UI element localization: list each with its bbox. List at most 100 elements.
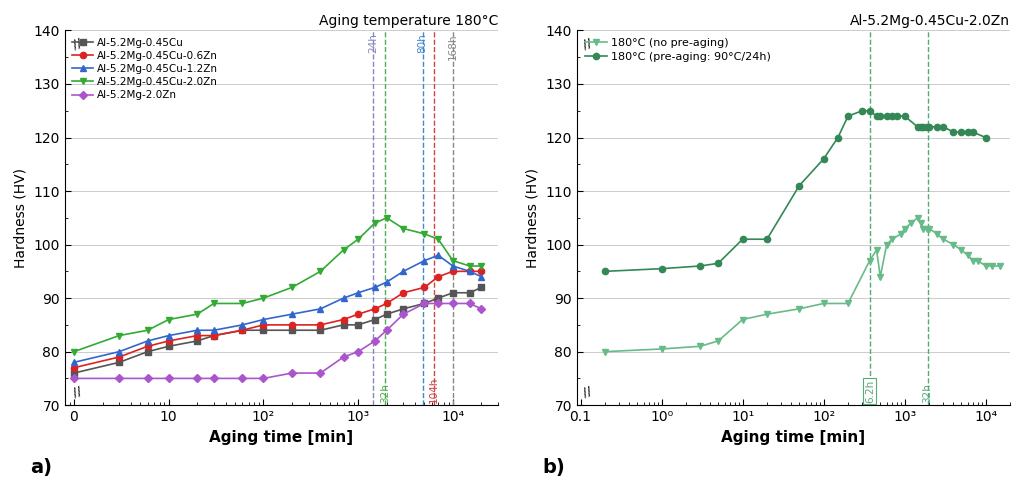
180°C (no pre-aging) [842,300,854,306]
Al-5.2Mg-2.0Zn [337,354,349,360]
180°C (no pre-aging) [886,236,898,242]
Text: //: // [582,384,594,400]
Al-5.2Mg-2.0Zn [68,376,80,382]
Al-5.2Mg-0.45Cu-0.6Zn [113,354,125,360]
Al-5.2Mg-2.0Zn [464,300,476,306]
Al-5.2Mg-0.45Cu-1.2Zn [191,327,204,333]
180°C (no pre-aging) [923,225,935,231]
180°C (no pre-aging) [905,220,918,226]
Al-5.2Mg-0.45Cu-0.6Zn [337,317,349,323]
180°C (pre-aging: 90°C/24h): (100, 116): 90°C/24h): (100, 116) [817,156,829,162]
180°C (pre-aging: 90°C/24h): (0.2, 95): 90°C/24h): (0.2, 95) [599,269,611,274]
Al-5.2Mg-0.45Cu [141,349,154,355]
Al-5.2Mg-0.45Cu [464,290,476,296]
Text: 168h: 168h [449,33,459,59]
Al-5.2Mg-2.0Zn [397,311,410,317]
Al-5.2Mg-0.45Cu-1.2Zn [113,349,125,355]
Al-5.2Mg-0.45Cu-1.2Zn [237,322,249,328]
Line: Al-5.2Mg-0.45Cu: Al-5.2Mg-0.45Cu [71,284,484,376]
180°C (pre-aging: 90°C/24h): (370, 125): 90°C/24h): (370, 125) [863,108,876,114]
Text: 104h: 104h [428,376,438,403]
180°C (no pre-aging) [736,317,749,323]
Al-5.2Mg-0.45Cu-2.0Zn [381,215,393,221]
180°C (pre-aging: 90°C/24h): (500, 124): 90°C/24h): (500, 124) [874,113,887,119]
180°C (no pre-aging) [911,215,924,221]
Al-5.2Mg-0.45Cu-1.2Zn [68,359,80,365]
Al-5.2Mg-0.45Cu-2.0Zn [286,284,298,290]
180°C (pre-aging: 90°C/24h): (800, 124): 90°C/24h): (800, 124) [891,113,903,119]
180°C (no pre-aging) [937,236,949,242]
Al-5.2Mg-0.45Cu-0.6Zn [352,311,365,317]
180°C (no pre-aging) [895,231,907,237]
Al-5.2Mg-2.0Zn [141,376,154,382]
180°C (pre-aging: 90°C/24h): (5, 96.5): 90°C/24h): (5, 96.5) [712,260,724,266]
Al-5.2Mg-2.0Zn [432,300,444,306]
180°C (no pre-aging) [817,300,829,306]
Al-5.2Mg-2.0Zn [475,306,487,312]
Al-5.2Mg-0.45Cu-2.0Zn [475,263,487,269]
180°C (pre-aging: 90°C/24h): (3, 96): 90°C/24h): (3, 96) [694,263,707,269]
Al-5.2Mg-0.45Cu-1.2Zn [163,332,175,338]
Text: 80h: 80h [418,33,428,53]
180°C (pre-aging: 90°C/24h): (450, 124): 90°C/24h): (450, 124) [870,113,883,119]
180°C (pre-aging: 90°C/24h): (2e+03, 122): 90°C/24h): (2e+03, 122) [923,124,935,130]
Al-5.2Mg-2.0Zn [208,376,220,382]
180°C (no pre-aging) [931,231,943,237]
180°C (pre-aging: 90°C/24h): (300, 125): 90°C/24h): (300, 125) [856,108,868,114]
Al-5.2Mg-0.45Cu-0.6Zn [237,327,249,333]
Al-5.2Mg-0.45Cu-1.2Zn [369,284,381,290]
Al-5.2Mg-0.45Cu [418,300,430,306]
Al-5.2Mg-0.45Cu-0.6Zn [446,269,459,274]
180°C (pre-aging: 90°C/24h): (1e+03, 124): 90°C/24h): (1e+03, 124) [898,113,910,119]
Al-5.2Mg-0.45Cu-0.6Zn [397,290,410,296]
180°C (pre-aging: 90°C/24h): (2.5e+03, 122): 90°C/24h): (2.5e+03, 122) [931,124,943,130]
Line: 180°C (no pre-aging): 180°C (no pre-aging) [602,215,1004,355]
180°C (pre-aging: 90°C/24h): (5e+03, 121): 90°C/24h): (5e+03, 121) [955,129,968,135]
Al-5.2Mg-2.0Zn [163,376,175,382]
Al-5.2Mg-0.45Cu-2.0Zn [314,269,327,274]
Al-5.2Mg-0.45Cu-0.6Zn [208,332,220,338]
Line: Al-5.2Mg-0.45Cu-0.6Zn: Al-5.2Mg-0.45Cu-0.6Zn [71,268,484,371]
Al-5.2Mg-0.45Cu-1.2Zn [141,338,154,344]
Al-5.2Mg-0.45Cu-2.0Zn [68,349,80,355]
Al-5.2Mg-0.45Cu-1.2Zn [314,306,327,312]
Text: //: // [582,36,594,51]
Al-5.2Mg-0.45Cu [369,317,381,323]
180°C (pre-aging: 90°C/24h): (600, 124): 90°C/24h): (600, 124) [881,113,893,119]
180°C (pre-aging: 90°C/24h): (10, 101): 90°C/24h): (10, 101) [736,236,749,242]
Y-axis label: Hardness (HV): Hardness (HV) [526,168,540,268]
180°C (no pre-aging) [922,225,934,231]
Text: Aging temperature 180°C: Aging temperature 180°C [318,14,498,28]
180°C (no pre-aging) [994,263,1007,269]
180°C (no pre-aging) [898,225,910,231]
180°C (no pre-aging) [972,258,984,264]
Legend: 180°C (no pre-aging), 180°C (pre-aging: 90°C/24h): 180°C (no pre-aging), 180°C (pre-aging: … [583,36,773,64]
Al-5.2Mg-2.0Zn [381,327,393,333]
180°C (pre-aging: 90°C/24h): (50, 111): 90°C/24h): (50, 111) [794,183,806,189]
180°C (pre-aging: 90°C/24h): (4e+03, 121): 90°C/24h): (4e+03, 121) [947,129,959,135]
180°C (no pre-aging) [881,242,893,247]
Al-5.2Mg-2.0Zn [237,376,249,382]
Text: 6.2h: 6.2h [865,379,874,403]
180°C (no pre-aging) [947,242,959,247]
Line: Al-5.2Mg-2.0Zn: Al-5.2Mg-2.0Zn [71,300,484,382]
Al-5.2Mg-0.45Cu [68,370,80,376]
Al-5.2Mg-0.45Cu [475,284,487,290]
180°C (pre-aging: 90°C/24h): (1.7e+03, 122): 90°C/24h): (1.7e+03, 122) [918,124,930,130]
Al-5.2Mg-0.45Cu-2.0Zn [464,263,476,269]
Al-5.2Mg-0.45Cu-0.6Zn [163,338,175,344]
180°C (no pre-aging) [980,263,992,269]
180°C (pre-aging: 90°C/24h): (7e+03, 121): 90°C/24h): (7e+03, 121) [967,129,979,135]
Al-5.2Mg-0.45Cu [397,306,410,312]
180°C (pre-aging: 90°C/24h): (6e+03, 121): 90°C/24h): (6e+03, 121) [962,129,974,135]
Al-5.2Mg-0.45Cu-1.2Zn [418,258,430,264]
180°C (no pre-aging) [863,258,876,264]
Al-5.2Mg-0.45Cu-0.6Zn [475,269,487,274]
Al-5.2Mg-0.45Cu-1.2Zn [446,263,459,269]
Al-5.2Mg-0.45Cu-1.2Zn [337,295,349,301]
Y-axis label: Hardness (HV): Hardness (HV) [14,168,28,268]
Al-5.2Mg-2.0Zn [418,300,430,306]
Text: a): a) [30,458,52,477]
Al-5.2Mg-0.45Cu-2.0Zn [257,295,269,301]
Text: //: // [71,36,83,51]
